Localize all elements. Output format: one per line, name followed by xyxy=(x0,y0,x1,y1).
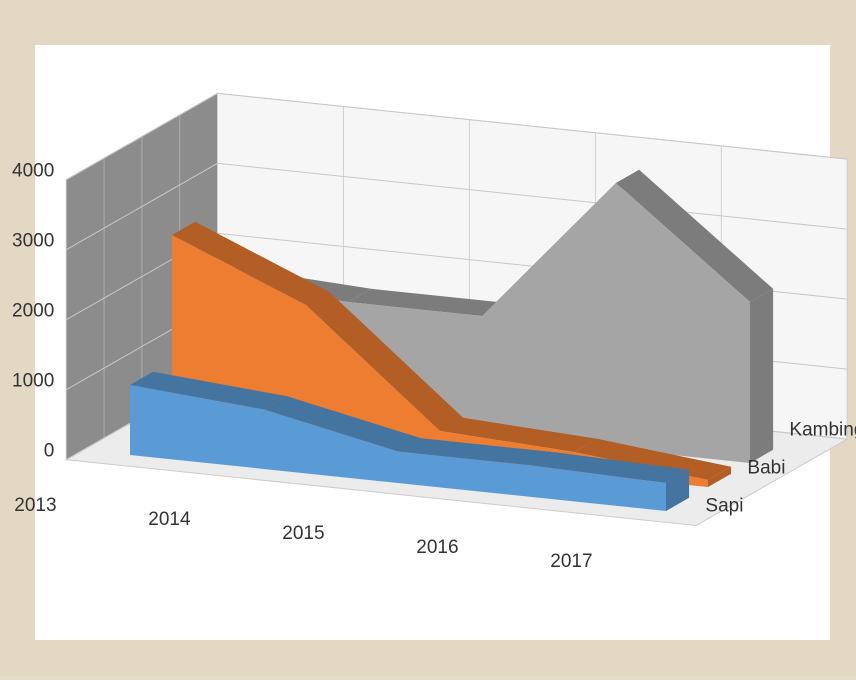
area-side xyxy=(708,466,732,487)
area-top xyxy=(264,396,422,452)
area-side xyxy=(750,288,774,463)
y-tick-label: 2000 xyxy=(12,301,54,322)
x-tick-label: 2016 xyxy=(416,537,458,558)
series-label: Sapi xyxy=(705,496,743,517)
y-tick-label: 1000 xyxy=(12,371,54,392)
area-top xyxy=(616,169,774,302)
area-top xyxy=(306,291,464,431)
y-tick-label: 3000 xyxy=(12,231,54,252)
grid-line xyxy=(66,92,848,181)
area-top xyxy=(348,288,506,316)
area-top xyxy=(440,417,598,452)
series-label: Babi xyxy=(747,458,785,479)
area-top xyxy=(398,438,556,466)
x-tick-label: 2015 xyxy=(282,523,324,544)
area-top xyxy=(574,438,732,480)
y-tick-label: 0 xyxy=(44,441,55,462)
x-tick-label: 2013 xyxy=(14,495,56,516)
area-front xyxy=(130,385,666,511)
series-label: Kambing xyxy=(789,420,856,441)
y-tick-label: 4000 xyxy=(12,161,54,182)
x-tick-label: 2017 xyxy=(550,551,592,572)
area-top xyxy=(130,371,288,410)
x-tick-label: 2014 xyxy=(148,509,191,530)
area-top xyxy=(532,452,690,483)
area-top xyxy=(172,221,330,305)
area-side xyxy=(666,469,690,511)
